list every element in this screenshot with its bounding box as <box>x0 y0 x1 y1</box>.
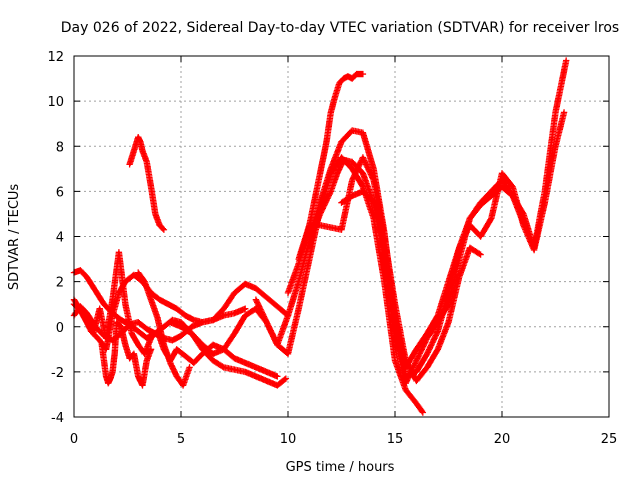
series-track-12 <box>338 57 570 387</box>
x-tick-label: 25 <box>601 432 618 447</box>
series-track-7 <box>135 269 193 389</box>
grid-lines <box>74 56 609 417</box>
x-tick-label: 5 <box>177 432 185 447</box>
data-point-markers <box>338 57 570 387</box>
data-point-markers <box>295 154 484 385</box>
y-tick-label: 12 <box>47 50 64 65</box>
x-axis-label: GPS time / hours <box>286 460 395 475</box>
y-axis-label: SDTVAR / TECUs <box>7 184 22 291</box>
series-track-13 <box>295 154 484 385</box>
x-tick-label: 0 <box>70 432 78 447</box>
y-tick-label: 8 <box>56 140 64 155</box>
axis-ticks: 0 5 10 15 20 25 -4 -2 0 2 4 6 8 10 12 <box>47 50 617 447</box>
y-tick-label: 10 <box>47 95 64 110</box>
x-tick-label: 20 <box>494 432 511 447</box>
data-point-markers <box>98 319 155 389</box>
data-point-markers <box>135 269 193 389</box>
y-tick-label: 6 <box>56 185 64 200</box>
y-tick-label: 0 <box>56 321 64 336</box>
series-track-6 <box>126 134 168 233</box>
chart-title: Day 026 of 2022, Sidereal Day-to-day VTE… <box>61 20 619 36</box>
data-point-markers <box>126 134 168 233</box>
y-tick-label: 2 <box>56 276 64 291</box>
series-track-5 <box>98 319 155 389</box>
y-tick-label: 4 <box>56 231 64 246</box>
y-tick-label: -2 <box>51 366 64 381</box>
y-tick-label: -4 <box>51 411 64 426</box>
x-tick-label: 10 <box>280 432 297 447</box>
x-tick-label: 15 <box>387 432 404 447</box>
